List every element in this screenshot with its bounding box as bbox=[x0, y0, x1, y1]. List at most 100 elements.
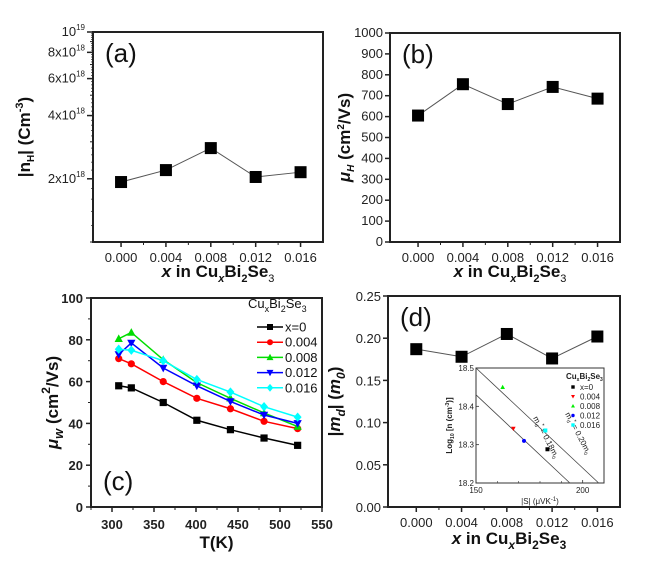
data-point bbox=[260, 417, 268, 425]
data-point bbox=[127, 339, 136, 348]
x-tick-label: 0.008 bbox=[491, 515, 524, 530]
inset-y-axis-title: Log10 [n (cm-3)] bbox=[445, 397, 456, 454]
data-point bbox=[259, 411, 269, 420]
data-point bbox=[293, 412, 302, 422]
y-tick-label: 0.10 bbox=[356, 416, 381, 431]
data-point bbox=[159, 378, 167, 386]
inset-y-tick-label: 18.4 bbox=[458, 402, 474, 411]
series-0.012 bbox=[114, 339, 302, 428]
data-point bbox=[455, 350, 468, 363]
data-point bbox=[159, 398, 167, 407]
data-point bbox=[226, 426, 235, 434]
x-tick-label: 0.008 bbox=[492, 250, 525, 265]
data-point bbox=[204, 142, 217, 155]
y-tick-label: 0 bbox=[376, 234, 383, 249]
data-point bbox=[500, 327, 513, 340]
inset-legend-marker bbox=[571, 403, 575, 408]
y-axis-title: μw (cm2/Vs) bbox=[39, 356, 66, 450]
data-point bbox=[294, 441, 302, 449]
x-tick-label: 500 bbox=[269, 517, 291, 532]
y-tick-label: 700 bbox=[361, 88, 383, 103]
data-point bbox=[159, 164, 172, 177]
legend-label: x=0 bbox=[285, 320, 306, 335]
legend-title: CuxBi2Se3 bbox=[248, 296, 307, 314]
inset-legend-label: 0.004 bbox=[580, 393, 601, 402]
data-point bbox=[159, 356, 168, 366]
x-tick-label: 0.004 bbox=[445, 515, 478, 530]
panel-c: 300 350 400 450 500 550 0 20 40 60 80 100 CuxBi2Se3 x… bbox=[39, 291, 333, 552]
y-tick-label: 0.25 bbox=[356, 289, 381, 304]
data-point bbox=[114, 344, 123, 354]
y-tick-label: 100 bbox=[361, 213, 383, 228]
inset-data-point bbox=[511, 426, 516, 431]
x-tick-label: 0.016 bbox=[581, 250, 614, 265]
x-tick-label: 0.000 bbox=[105, 250, 138, 265]
x-tick-label: 0.016 bbox=[581, 515, 614, 530]
x-axis-title: x in CuxBi2Se3 bbox=[161, 262, 275, 285]
x-tick-label: 0.012 bbox=[536, 250, 569, 265]
x-tick-label: 0.004 bbox=[447, 250, 480, 265]
panel-label: (a) bbox=[105, 38, 137, 68]
inset-legend-marker bbox=[571, 413, 575, 418]
inset-fit-line bbox=[475, 367, 599, 484]
x-axis-title: x in CuxBi2Se3 bbox=[453, 262, 567, 285]
y-tick-label: 60 bbox=[69, 375, 83, 390]
y-axis-title: |nH| (Cm-3) bbox=[14, 97, 37, 177]
y-tick-label: 0 bbox=[76, 500, 83, 515]
data-point bbox=[127, 360, 135, 368]
data-point bbox=[114, 351, 123, 359]
x-tick-label: 0.004 bbox=[150, 250, 183, 265]
y-tick-label: 2x1018 bbox=[48, 170, 86, 186]
x-tick-label: 450 bbox=[227, 517, 249, 532]
y-tick-label: 1000 bbox=[354, 25, 383, 40]
y-axis-title: |md| (m0) bbox=[325, 367, 348, 437]
data-point bbox=[115, 176, 128, 189]
y-tick-label: 8x1018 bbox=[48, 43, 86, 59]
data-point bbox=[294, 166, 307, 179]
data-point bbox=[127, 328, 136, 336]
inset-fit-line bbox=[475, 394, 571, 484]
inset-data-point bbox=[522, 438, 526, 443]
data-point bbox=[193, 394, 201, 402]
series-line bbox=[118, 331, 298, 428]
legend-marker bbox=[266, 353, 274, 361]
y-tick-label: 500 bbox=[361, 130, 383, 145]
data-point bbox=[127, 345, 136, 355]
y-axis-title: μH (cm2/Vs) bbox=[335, 93, 357, 183]
plot-frame bbox=[387, 295, 621, 508]
panel-b: 0.000 0.004 0.008 0.012 0.016 (b) 0 100 200 300 40… bbox=[335, 25, 621, 285]
y-tick-label: 600 bbox=[361, 109, 383, 124]
x-tick-label: 300 bbox=[101, 517, 123, 532]
y-tick-label: 300 bbox=[361, 171, 383, 186]
data-point bbox=[114, 334, 123, 342]
y-tick-label: 0.00 bbox=[356, 500, 381, 515]
y-tick-label: 100 bbox=[61, 291, 83, 306]
y-tick-label: 80 bbox=[69, 333, 83, 348]
inset-data-point bbox=[500, 384, 505, 389]
inset-y-tick-label: 18.3 bbox=[458, 441, 474, 450]
data-point bbox=[226, 398, 235, 406]
data-point bbox=[127, 384, 135, 392]
y-tick-label: 400 bbox=[361, 150, 383, 165]
y-tick-label: 1019 bbox=[62, 23, 86, 39]
data-point bbox=[501, 98, 514, 111]
y-tick-label: 800 bbox=[361, 67, 383, 82]
inset-x-axis-title: |S| (μVK-1) bbox=[521, 497, 559, 506]
x-axis-title: T(K) bbox=[200, 533, 234, 552]
x-tick-label: 0.008 bbox=[195, 250, 228, 265]
data-point bbox=[412, 109, 425, 122]
data-point bbox=[226, 405, 235, 413]
legend-marker bbox=[267, 324, 273, 330]
data-point bbox=[591, 92, 604, 105]
inset-x-tick-label: 200 bbox=[576, 486, 590, 495]
legend-label: 0.004 bbox=[285, 335, 318, 350]
x-tick-label: 550 bbox=[311, 517, 333, 532]
data-point bbox=[193, 416, 201, 424]
data-point bbox=[260, 402, 268, 412]
panel-label: (c) bbox=[103, 466, 133, 496]
inset-data-point bbox=[543, 428, 548, 433]
y-tick-label: 0.20 bbox=[356, 331, 381, 346]
data-point bbox=[546, 352, 559, 365]
